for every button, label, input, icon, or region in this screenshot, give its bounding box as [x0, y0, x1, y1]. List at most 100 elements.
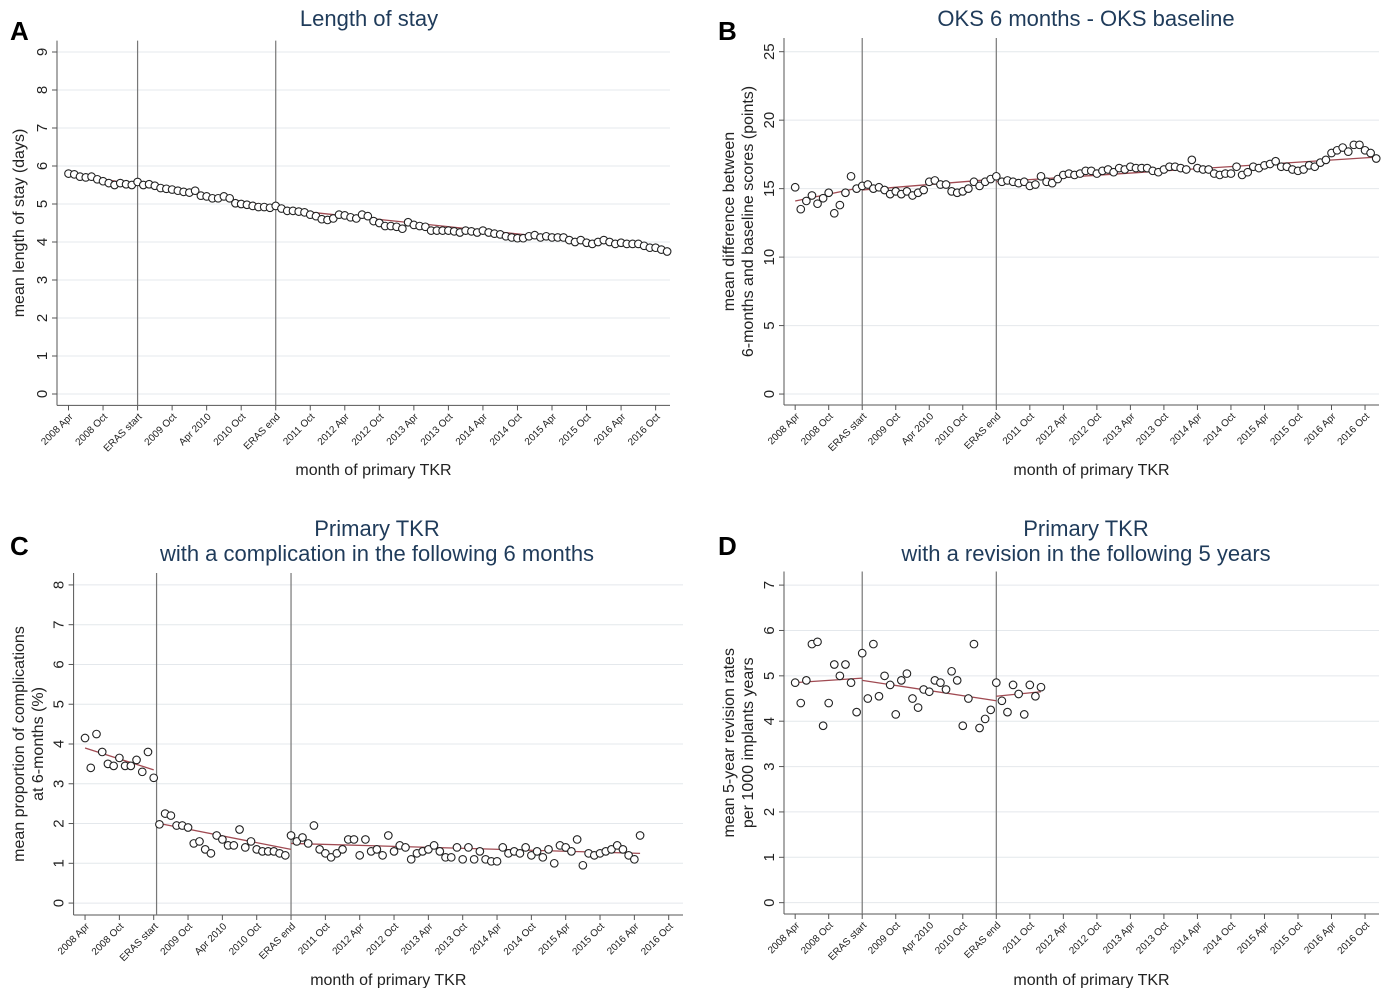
x-axis-title: month of primary TKR — [310, 972, 466, 988]
data-point — [218, 835, 227, 844]
x-tick-label: 2011 Oct — [281, 411, 317, 447]
data-point — [891, 710, 901, 719]
x-tick-label: 2014 Oct — [1201, 411, 1238, 448]
data-point — [235, 825, 244, 834]
data-point — [1271, 156, 1280, 166]
panel: B OKS 6 months - OKS baseline 0 5 10 15 20 25 20… — [718, 6, 1381, 479]
data-point — [521, 843, 530, 852]
y-tick-label: 1 — [761, 853, 778, 861]
data-point — [1321, 155, 1331, 165]
y-tick-label: 5 — [761, 321, 778, 329]
data-point — [109, 761, 119, 771]
data-point — [1031, 691, 1040, 701]
data-point — [801, 676, 811, 685]
x-tick-label: 2016 Apr — [1302, 920, 1339, 957]
chart-title: Primary TKR — [314, 516, 440, 541]
chart-title: Length of stay — [300, 6, 438, 31]
y-tick-label: 25 — [761, 43, 778, 60]
data-point — [902, 669, 912, 678]
x-tick-label: ERAS end — [962, 920, 1003, 961]
data-point — [863, 694, 873, 703]
x-tick-label: 2009 Oct — [143, 411, 180, 448]
x-tick-label: Apr 2010 — [177, 411, 214, 448]
data-point — [532, 847, 542, 856]
data-point — [829, 660, 839, 669]
y-tick-label: 2 — [761, 808, 778, 816]
data-point — [538, 852, 548, 862]
data-point — [947, 666, 956, 676]
data-point — [452, 843, 462, 852]
x-tick-label: Apr 2010 — [193, 921, 230, 958]
x-tick-label: 2008 Apr — [766, 411, 803, 448]
x-tick-label: 2014 Apr — [1168, 411, 1205, 448]
data-point — [206, 849, 216, 858]
data-point — [240, 843, 250, 852]
data-point — [618, 845, 628, 854]
data-point — [190, 186, 200, 196]
data-point — [813, 199, 822, 209]
data-point — [941, 685, 951, 694]
x-tick-label: 2015 Apr — [537, 921, 574, 958]
data-point — [515, 849, 525, 858]
data-point — [378, 850, 387, 860]
data-point — [429, 841, 439, 850]
data-point — [852, 707, 861, 717]
chart-title: OKS 6 months - OKS baseline — [937, 6, 1234, 31]
x-tick-label: 2012 Oct — [1067, 411, 1104, 448]
data-point — [398, 224, 407, 234]
data-point — [1019, 710, 1029, 719]
data-point — [578, 860, 588, 870]
x-tick-label: 2016 Oct — [1336, 411, 1373, 448]
data-point — [835, 200, 845, 210]
data-point — [280, 850, 290, 860]
data-point — [857, 648, 867, 658]
y-tick-label: 3 — [34, 276, 51, 284]
x-tick-label: 2013 Oct — [433, 921, 470, 958]
data-point — [885, 680, 895, 690]
y-tick-label: 5 — [761, 672, 778, 680]
data-point — [549, 858, 559, 868]
data-point — [149, 773, 159, 783]
y-tick-label: 7 — [761, 581, 778, 589]
data-point — [1243, 167, 1253, 177]
data-point — [964, 694, 973, 703]
y-tick-label: 8 — [51, 581, 68, 589]
x-tick-label: 2012 Oct — [350, 411, 387, 448]
data-point — [498, 843, 508, 852]
data-point — [874, 691, 884, 701]
data-point — [383, 831, 393, 840]
data-point — [807, 191, 817, 200]
y-tick-label: 20 — [761, 112, 778, 129]
chart-subtitle: with a revision in the following 5 years — [900, 541, 1270, 566]
data-point — [824, 188, 834, 198]
x-tick-label: 2015 Apr — [523, 411, 560, 448]
data-point — [1232, 162, 1241, 172]
y-tick-label: 6 — [51, 660, 68, 668]
x-tick-label: 2008 Apr — [766, 920, 803, 957]
y-tick-label: 0 — [34, 390, 51, 398]
x-axis-title: month of primary TKR — [1013, 972, 1169, 988]
x-tick-label: 2014 Apr — [454, 411, 491, 448]
y-tick-label: 0 — [761, 898, 778, 906]
x-tick-label: 2015 Oct — [1268, 411, 1305, 448]
y-tick-label: 7 — [34, 124, 51, 132]
data-point — [246, 837, 256, 846]
x-tick-label: 2016 Apr — [605, 921, 642, 958]
data-point — [225, 193, 235, 203]
x-tick-label: 2013 Apr — [1101, 920, 1138, 957]
data-point — [936, 678, 945, 687]
x-tick-label: 2014 Oct — [1201, 920, 1238, 957]
y-tick-label: 6 — [761, 626, 778, 634]
data-point — [86, 763, 96, 773]
x-tick-label: 2011 Oct — [1001, 920, 1037, 956]
panel-label: D — [718, 531, 737, 561]
data-point — [829, 208, 839, 218]
x-tick-label: 2016 Oct — [639, 921, 676, 958]
y-tick-label: 2 — [34, 314, 51, 322]
x-tick-label: 2012 Apr — [1034, 920, 1071, 957]
y-tick-label: 2 — [51, 819, 68, 827]
data-point — [492, 856, 502, 866]
data-point — [372, 845, 382, 854]
